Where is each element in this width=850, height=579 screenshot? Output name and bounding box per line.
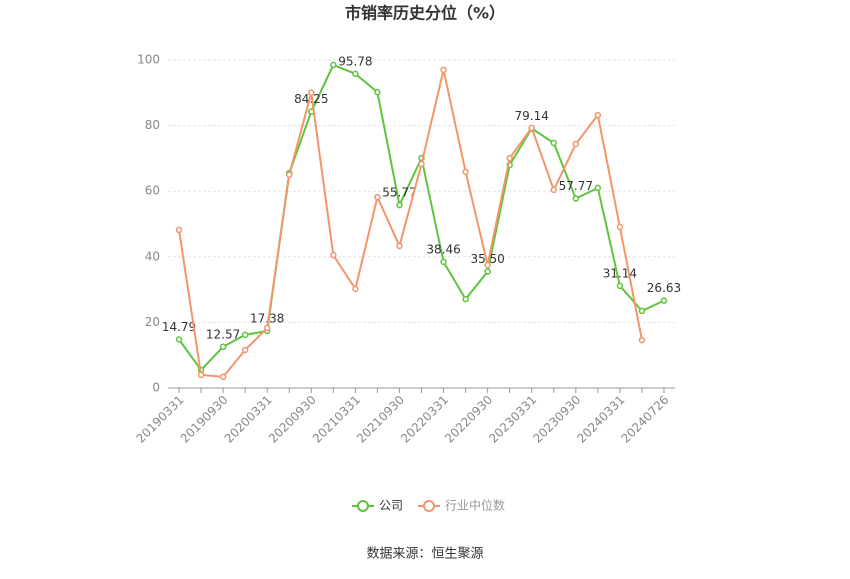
chart-title: 市销率历史分位（%） bbox=[345, 4, 505, 23]
point bbox=[241, 331, 249, 339]
value-label: 95.78 bbox=[338, 54, 372, 68]
point bbox=[374, 193, 381, 201]
point bbox=[440, 66, 447, 74]
point bbox=[330, 251, 337, 259]
point bbox=[263, 324, 271, 332]
point bbox=[462, 295, 469, 303]
point bbox=[572, 195, 580, 202]
x-tick-label: 20240726 bbox=[618, 393, 671, 446]
point bbox=[594, 111, 602, 119]
value-label: 38.46 bbox=[426, 242, 460, 256]
point bbox=[484, 261, 491, 269]
value-label: 35.50 bbox=[470, 252, 504, 266]
point bbox=[418, 160, 425, 168]
point bbox=[352, 285, 359, 293]
source: 数据来源：恒生聚源 bbox=[366, 547, 483, 562]
legend-label: 公司 bbox=[379, 499, 403, 513]
point bbox=[219, 343, 227, 351]
point bbox=[638, 307, 646, 315]
y-tick-label: 60 bbox=[145, 184, 160, 198]
point bbox=[308, 89, 315, 97]
point bbox=[484, 268, 491, 275]
point bbox=[660, 297, 668, 304]
point bbox=[506, 154, 513, 162]
point bbox=[175, 336, 183, 343]
value-label: 31.14 bbox=[603, 266, 637, 280]
point bbox=[616, 223, 624, 231]
y-tick-label: 40 bbox=[145, 249, 160, 263]
point bbox=[638, 336, 646, 344]
legend-marker bbox=[357, 500, 369, 512]
point bbox=[285, 171, 293, 179]
value-label: 55.77 bbox=[382, 186, 416, 200]
point bbox=[374, 88, 381, 96]
y-tick-label: 0 bbox=[152, 381, 160, 395]
point bbox=[352, 70, 359, 78]
value-label: 26.63 bbox=[647, 281, 681, 295]
legend-marker bbox=[423, 500, 435, 512]
point bbox=[550, 139, 558, 147]
value-label: 14.79 bbox=[162, 320, 196, 334]
legend-label: 行业中位数 bbox=[445, 498, 505, 513]
series-line bbox=[178, 69, 643, 378]
y-tick-label: 100 bbox=[137, 53, 160, 67]
point bbox=[396, 201, 403, 209]
point bbox=[462, 168, 469, 176]
point bbox=[440, 258, 447, 266]
point bbox=[594, 184, 602, 192]
point bbox=[219, 373, 227, 381]
y-tick-label: 20 bbox=[145, 315, 160, 329]
value-label: 12.57 bbox=[206, 327, 240, 341]
point bbox=[175, 226, 183, 234]
point bbox=[550, 186, 558, 194]
point bbox=[528, 124, 535, 132]
value-label: 17.38 bbox=[250, 311, 284, 325]
y-tick-label: 80 bbox=[145, 118, 160, 132]
point bbox=[330, 61, 337, 69]
value-label: 79.14 bbox=[515, 109, 549, 123]
point bbox=[197, 371, 205, 379]
value-label: 57.77 bbox=[559, 179, 593, 193]
point bbox=[572, 140, 580, 148]
point bbox=[241, 346, 249, 354]
point bbox=[616, 282, 624, 290]
point bbox=[396, 242, 403, 250]
